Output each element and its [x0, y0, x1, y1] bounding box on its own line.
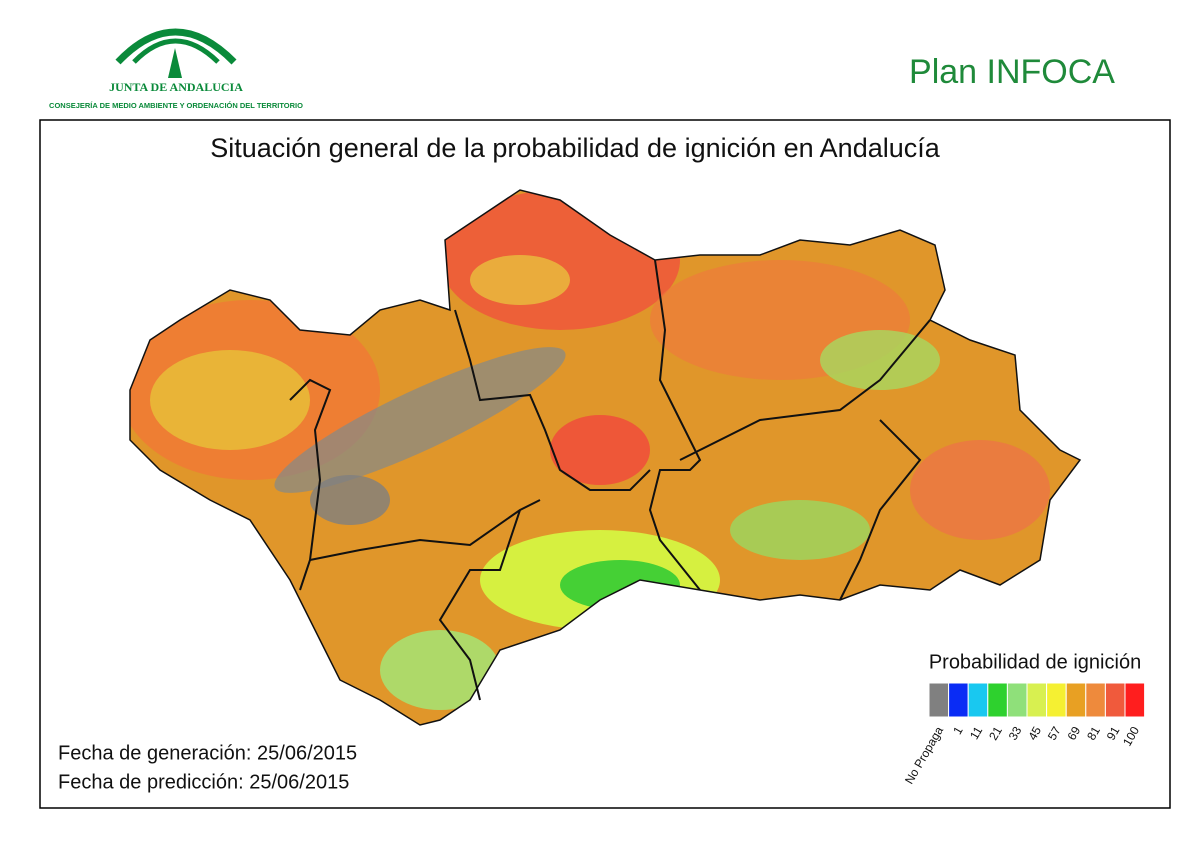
legend-swatch — [1026, 682, 1048, 718]
legend-swatch — [1046, 682, 1067, 718]
generation-date: Fecha de generación: 25/06/2015 — [58, 742, 357, 764]
legend-label: 69 — [1065, 724, 1084, 743]
legend-swatch — [928, 682, 950, 718]
legend-label: 33 — [1006, 724, 1025, 743]
legend-label: 81 — [1084, 724, 1103, 743]
legend-swatch — [987, 682, 1008, 718]
legend-title: Probabilidad de ignición — [929, 651, 1141, 673]
legend-swatch — [948, 682, 969, 718]
legend-swatch — [1065, 682, 1087, 718]
logo: JUNTA DE ANDALUCIA CONSEJERÍA DE MEDIO A… — [49, 28, 303, 110]
plan-name: Plan INFOCA — [909, 53, 1115, 91]
legend-swatch — [1006, 682, 1028, 718]
legend-swatch — [1085, 682, 1106, 718]
logo-name: JUNTA DE ANDALUCIA — [109, 80, 243, 94]
province-borders — [289, 259, 931, 701]
legend-swatch — [967, 682, 989, 718]
legend-swatch — [1124, 682, 1146, 718]
legend-label: 45 — [1025, 724, 1044, 743]
legend-label: 57 — [1045, 724, 1064, 743]
prediction-date: Fecha de predicción: 25/06/2015 — [58, 771, 349, 793]
legend-swatch — [1104, 682, 1126, 718]
legend-label: 21 — [986, 724, 1005, 743]
legend-label: 91 — [1104, 724, 1123, 743]
map-title: Situación general de la probabilidad de … — [210, 133, 941, 163]
logo-subtitle: CONSEJERÍA DE MEDIO AMBIENTE Y ORDENACIÓ… — [49, 101, 303, 110]
